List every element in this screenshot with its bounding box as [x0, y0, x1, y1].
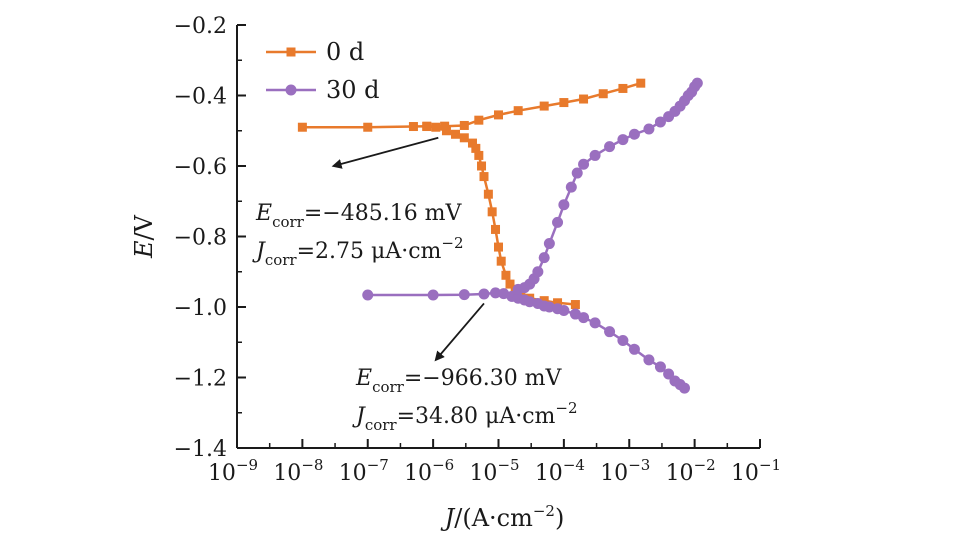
data-point-circle [617, 134, 629, 146]
data-point-square [459, 120, 469, 130]
y-axis-label: E/V [130, 214, 158, 259]
data-point-circle [558, 199, 570, 211]
jcorr-label: Jcorr=34.80 μA·cm−2 [352, 399, 578, 434]
x-tick-label: 10−2 [666, 456, 716, 486]
data-point-circle [628, 343, 640, 355]
data-point-circle [490, 287, 502, 299]
data-point-square [636, 78, 646, 88]
data-point-square [579, 94, 589, 104]
data-point-square [505, 279, 515, 289]
data-point-square [459, 133, 469, 143]
data-point-square [297, 122, 307, 132]
data-point-square [451, 129, 461, 139]
data-point-circle [678, 382, 690, 394]
data-point-circle [663, 368, 675, 380]
data-point-circle [604, 141, 616, 153]
data-point-circle [643, 123, 655, 135]
data-point-circle [571, 167, 583, 179]
data-point-circle [543, 238, 555, 250]
series-layer [297, 77, 703, 394]
data-point-square [474, 150, 484, 160]
data-point-square [477, 161, 487, 171]
series-0-anodic-line [426, 81, 642, 128]
data-point-square [513, 106, 523, 116]
data-point-square [496, 256, 506, 266]
ecorr-label: Ecorr=−966.30 mV [355, 366, 563, 396]
y-tick-label: −0.6 [174, 155, 227, 180]
data-point-square [494, 110, 503, 120]
data-point-circle [552, 216, 564, 228]
data-point-square [440, 121, 450, 131]
data-point-square [491, 224, 501, 234]
data-point-circle [538, 252, 550, 264]
data-point-square [471, 143, 481, 153]
data-point-square [479, 172, 489, 182]
data-point-square [441, 126, 451, 136]
x-tick-label: 10−4 [535, 456, 585, 486]
annotation-arrow [434, 302, 485, 362]
data-point-circle [478, 288, 490, 300]
data-point-square [598, 89, 608, 99]
data-point-square [494, 242, 503, 252]
data-point-circle [578, 158, 590, 170]
data-point-circle [578, 312, 590, 324]
data-point-circle [362, 289, 374, 301]
data-point-circle [589, 149, 601, 161]
legend-label: 30 d [326, 76, 380, 104]
data-point-circle [654, 361, 666, 373]
data-point-circle [565, 181, 577, 193]
data-point-circle [543, 301, 555, 313]
x-tick-label: 10−1 [731, 456, 781, 486]
jcorr-label: Jcorr=2.75 μA·cm−2 [252, 234, 464, 269]
data-point-square [501, 270, 511, 280]
data-point-circle [427, 289, 439, 301]
x-tick-label: 10−7 [339, 456, 389, 486]
data-point-circle [458, 289, 470, 301]
x-tick-label: 10−9 [208, 456, 258, 486]
data-point-square [570, 300, 580, 310]
y-tick-label: −1.0 [174, 296, 227, 321]
x-tick-label: 10−3 [600, 456, 650, 486]
data-point-circle [628, 128, 640, 140]
data-point-circle [654, 116, 666, 128]
legend-marker-circle [285, 84, 297, 96]
legend-label: 0 d [326, 38, 364, 66]
x-tick-label: 10−5 [469, 456, 519, 486]
data-point-square [422, 122, 432, 132]
x-axis-label: J/(A·cm−2) [440, 502, 565, 532]
legend-marker-square [286, 47, 296, 57]
data-point-square [487, 207, 497, 217]
y-tick-label: −1.4 [174, 437, 227, 462]
data-point-square [618, 83, 628, 93]
x-tick-label: 10−8 [273, 456, 323, 486]
axes: −0.2 −0.4 −0.6 −0.8 −1.0 −1.2 −1.410−9 10−8 10−7… [130, 14, 781, 532]
data-point-circle [532, 266, 544, 278]
y-tick-label: −1.2 [174, 367, 227, 392]
x-tick-label: 10−6 [404, 456, 454, 486]
data-point-circle [617, 334, 629, 346]
data-point-square [559, 98, 569, 108]
data-point-square [539, 101, 549, 111]
ecorr-label: Ecorr=−485.16 mV [255, 201, 463, 231]
data-point-circle [643, 354, 655, 366]
data-point-circle [604, 326, 616, 338]
data-point-circle [691, 77, 703, 89]
data-point-square [467, 138, 477, 148]
y-tick-label: −0.2 [174, 14, 227, 39]
data-point-circle [558, 305, 570, 317]
legend: 0 d 30 d [266, 38, 380, 104]
data-point-square [483, 189, 493, 199]
y-tick-label: −0.8 [174, 226, 227, 251]
data-point-square [474, 115, 484, 125]
data-point-square [553, 298, 563, 308]
data-point-circle [589, 317, 601, 329]
data-point-square [408, 122, 418, 132]
data-point-square [363, 122, 373, 132]
y-tick-label: −0.4 [174, 85, 227, 110]
data-point-circle [524, 296, 536, 308]
annotation-arrow [331, 136, 439, 169]
